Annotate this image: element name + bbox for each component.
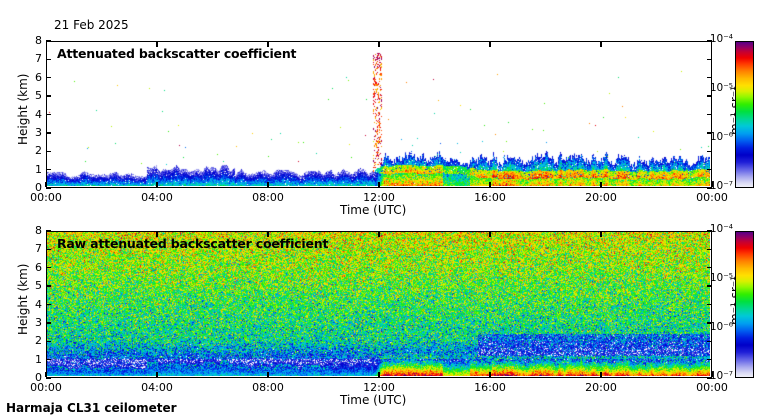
y-tick-label: 7: [35, 52, 42, 66]
y-tick-label: 2: [35, 334, 42, 348]
figure-footer-caption: Harmaja CL31 ceilometer: [6, 401, 177, 415]
x-tick-label: 00:00: [30, 191, 62, 204]
y-axis-label-bottom: Height (km): [16, 263, 30, 335]
x-tick-label: 16:00: [474, 381, 506, 394]
y-tick-label: 4: [35, 297, 42, 311]
x-tick-label: 04:00: [141, 381, 173, 394]
colorbar-top: [735, 41, 754, 188]
x-axis-label-bottom: Time (UTC): [340, 393, 407, 407]
date-label: 21 Feb 2025: [54, 18, 129, 32]
y-tick-label: 0: [35, 181, 42, 194]
x-tick-label: 08:00: [252, 191, 284, 204]
y-tick-label: 5: [35, 89, 42, 103]
y-tick-label: 5: [35, 279, 42, 293]
y-tick-label: 2: [35, 144, 42, 158]
x-tick-label: 16:00: [474, 191, 506, 204]
panel-title-raw: Raw attenuated backscatter coefficient: [57, 236, 329, 251]
x-tick-label: 20:00: [585, 191, 617, 204]
y-tick-label: 1: [35, 352, 42, 366]
x-tick-label: 20:00: [585, 381, 617, 394]
x-tick-label: 00:00: [30, 381, 62, 394]
y-tick-label: 8: [35, 34, 42, 47]
plot-panel-attenuated-backscatter: [46, 41, 712, 188]
raw-attenuated-backscatter-heatmap: [47, 232, 710, 376]
colorbar-gradient-bottom: [736, 232, 753, 377]
x-tick-label: 00:00: [696, 191, 728, 204]
x-tick-label: 08:00: [252, 381, 284, 394]
y-axis-label-top: Height (km): [16, 73, 30, 145]
colorbar-bottom: [735, 231, 754, 378]
plot-panel-raw-backscatter: [46, 231, 712, 378]
x-tick-label: 04:00: [141, 191, 173, 204]
y-tick-label: 3: [35, 315, 42, 329]
x-axis-label-top: Time (UTC): [340, 203, 407, 217]
x-tick-label: 00:00: [696, 381, 728, 394]
y-tick-label: 7: [35, 242, 42, 256]
y-tick-label: 4: [35, 107, 42, 121]
y-tick-label: 1: [35, 162, 42, 176]
y-tick-label: 6: [35, 260, 42, 274]
panel-title-attenuated: Attenuated backscatter coefficient: [57, 46, 297, 61]
y-tick-label: 3: [35, 125, 42, 139]
y-tick-label: 6: [35, 70, 42, 84]
attenuated-backscatter-heatmap: [47, 42, 710, 186]
colorbar-gradient-top: [736, 42, 753, 187]
y-tick-label: 0: [35, 371, 42, 384]
y-tick-label: 8: [35, 224, 42, 237]
